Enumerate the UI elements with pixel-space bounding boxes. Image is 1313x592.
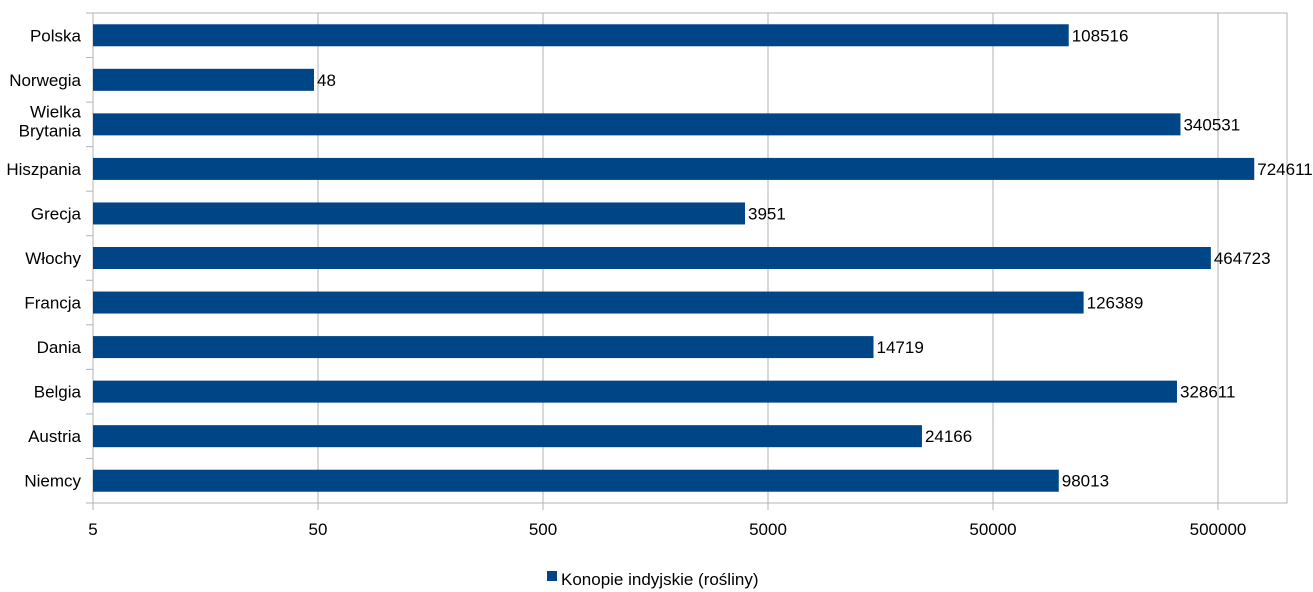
category-label: Francja bbox=[24, 294, 81, 313]
data-label: 98013 bbox=[1062, 472, 1109, 491]
bar bbox=[93, 380, 1177, 403]
axes bbox=[86, 12, 1219, 510]
data-label: 126389 bbox=[1087, 294, 1144, 313]
data-label: 724611 bbox=[1257, 160, 1312, 179]
x-tick-label: 500 bbox=[529, 520, 557, 539]
gridlines bbox=[92, 12, 1288, 504]
legend: Konopie indyjskie (rośliny) bbox=[547, 570, 758, 589]
legend-label: Konopie indyjskie (rośliny) bbox=[561, 570, 758, 589]
x-tick-label: 50000 bbox=[969, 520, 1016, 539]
bar bbox=[93, 291, 1084, 314]
tick-labels: 5 50 500 5000 50000 500000 bbox=[88, 520, 1246, 539]
data-label: 340531 bbox=[1183, 115, 1240, 134]
category-label: Austria bbox=[28, 427, 81, 446]
data-label: 464723 bbox=[1214, 249, 1271, 268]
category-label: Polska bbox=[30, 26, 82, 45]
bar bbox=[93, 202, 745, 225]
category-label: Niemcy bbox=[24, 472, 81, 491]
bar bbox=[93, 24, 1069, 47]
category-labels: Polska Norwegia Wielka Brytania Hiszpania Gre… bbox=[6, 26, 81, 490]
data-label: 108516 bbox=[1072, 26, 1129, 45]
data-label: 328611 bbox=[1180, 383, 1235, 402]
data-label: 48 bbox=[317, 71, 336, 90]
bar bbox=[93, 68, 315, 91]
bar bbox=[93, 247, 1211, 269]
bar bbox=[93, 157, 1255, 180]
x-tick-label: 50 bbox=[309, 520, 328, 539]
bar bbox=[93, 469, 1059, 492]
data-labels: 108516 48 340531 724611 3951 464723 126389 1471… bbox=[317, 26, 1313, 490]
category-label: Hiszpania bbox=[6, 160, 81, 179]
bar bbox=[93, 425, 922, 448]
x-tick-label: 500000 bbox=[1190, 520, 1247, 539]
category-label: Belgia bbox=[34, 383, 82, 402]
category-label: Wielka Brytania bbox=[19, 102, 82, 140]
category-label: Norwegia bbox=[9, 71, 81, 90]
data-label: 14719 bbox=[877, 338, 924, 357]
x-tick-label: 5000 bbox=[749, 520, 787, 539]
x-tick-label: 5 bbox=[88, 520, 97, 539]
data-label: 24166 bbox=[925, 427, 972, 446]
category-label: Dania bbox=[37, 338, 82, 357]
bars bbox=[93, 24, 1255, 492]
bar bbox=[93, 113, 1181, 136]
category-label: Włochy bbox=[25, 249, 81, 268]
category-label: Grecja bbox=[31, 204, 82, 223]
bar bbox=[93, 336, 874, 359]
data-label: 3951 bbox=[748, 204, 786, 223]
legend-swatch bbox=[547, 571, 557, 581]
